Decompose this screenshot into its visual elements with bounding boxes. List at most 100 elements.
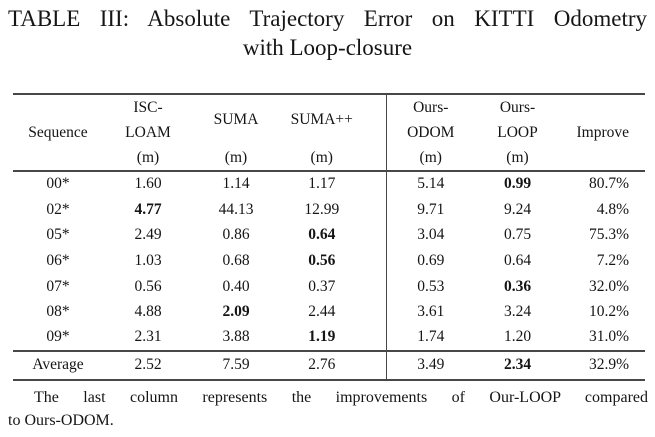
header-label — [560, 95, 629, 120]
value-cell-improve: 32.0% — [588, 277, 629, 295]
caption-line-2: with Loop-closure — [242, 35, 413, 60]
value-cell-improve: 7.2% — [596, 251, 629, 269]
sequence-cell: 02* — [46, 200, 70, 218]
value-cell-ours-loop: 3.24 — [503, 303, 532, 321]
value-cell-ours-loop: 0.99 — [503, 175, 532, 193]
value-cell-improve: 80.7% — [588, 175, 629, 193]
col-header-ours-loop: Ours- LOOP (m) — [475, 93, 560, 172]
header-label: Ours- — [413, 99, 449, 116]
value-cell-suma-pp: 1.19 — [279, 325, 387, 351]
value-cell-ours-odom: 3.61 — [417, 303, 445, 321]
value-cell-suma: 44.13 — [218, 200, 254, 218]
col-header-ours-odom: Ours- ODOM (m) — [386, 93, 475, 172]
value-cell-suma-pp: 2.76 — [279, 349, 387, 381]
value-cell-suma-pp: 12.99 — [279, 196, 387, 223]
value-cell-ours-loop: 2.34 — [475, 349, 560, 381]
value-cell-suma-pp: 1.17 — [279, 171, 387, 197]
sequence-cell: 09* — [46, 328, 70, 346]
value-cell-improve: 75.3% — [588, 226, 629, 244]
value-cell-isc-loam: 1.03 — [134, 251, 162, 269]
sequence-cell: 07* — [46, 277, 70, 295]
value-cell-isc-loam: 2.49 — [134, 226, 162, 244]
table-row-06: 06* 1.03 0.68 0.56 0.69 0.64 7.2% — [13, 248, 645, 274]
header-label: ISC- — [133, 99, 163, 116]
value-cell-suma: 0.40 — [222, 277, 250, 295]
value-cell-improve: 32.9% — [560, 349, 645, 381]
header-label: LOOP — [497, 124, 538, 141]
sequence-cell: 05* — [46, 226, 70, 244]
header-label: SUMA — [213, 111, 259, 128]
header-label: Ours- — [499, 99, 536, 116]
value-cell-ours-loop: 1.20 — [503, 328, 532, 346]
value-cell-suma: 2.09 — [222, 303, 250, 321]
value-cell-ours-odom: 5.14 — [417, 175, 445, 193]
value-cell-suma: 0.86 — [222, 226, 250, 244]
header-label — [560, 145, 629, 170]
col-header-suma: SUMA (m) — [193, 93, 279, 172]
table-row-08: 08* 4.88 2.09 2.44 3.61 3.24 10.2% — [13, 299, 645, 326]
value-cell-isc-loam: 4.88 — [134, 303, 162, 321]
col-header-isc-loam: ISC- LOAM (m) — [103, 93, 193, 172]
value-cell-isc-loam: 1.60 — [134, 175, 162, 193]
table-row-07: 07* 0.56 0.40 0.37 0.53 0.36 32.0% — [13, 273, 645, 300]
value-cell-ours-odom: 0.69 — [417, 251, 445, 269]
header-label: (m) — [136, 149, 160, 166]
value-cell-suma: 7.59 — [193, 349, 279, 381]
table-row-02: 02* 4.77 44.13 12.99 9.71 9.24 4.8% — [13, 196, 645, 223]
value-cell-improve: 10.2% — [588, 303, 629, 321]
header-label: Improve — [576, 124, 629, 141]
header-label: LOAM — [125, 124, 171, 141]
table-row-05: 05* 2.49 0.86 0.64 3.04 0.75 75.3% — [13, 222, 645, 249]
value-cell-ours-odom: 3.49 — [386, 349, 475, 381]
header-label: (m) — [419, 149, 442, 166]
header-row: Sequence ISC- LOAM (m) SUMA (m) SUMA++ (m) Ours-… — [13, 93, 645, 172]
sequence-cell: 06* — [46, 251, 70, 269]
table-row-09: 09* 2.31 3.88 1.19 1.74 1.20 31.0% — [13, 325, 645, 351]
header-label: (m) — [310, 149, 333, 166]
value-cell-suma: 1.14 — [222, 175, 250, 193]
col-header-sequence: Sequence — [13, 93, 103, 172]
value-cell-ours-loop: 0.75 — [503, 226, 532, 244]
header-label — [13, 145, 103, 170]
col-header-improve: Improve — [560, 93, 645, 172]
header-label — [13, 95, 103, 120]
results-table: Sequence ISC- LOAM (m) SUMA (m) SUMA++ (m) Ours-… — [13, 93, 645, 381]
sequence-cell: Average — [13, 349, 103, 381]
caption-line-1: TABLE III: Absolute Trajectory Error on … — [8, 6, 647, 31]
table-caption: TABLE III: Absolute Trajectory Error on … — [8, 4, 647, 62]
value-cell-suma-pp: 0.64 — [279, 222, 387, 249]
value-cell-ours-odom: 9.71 — [417, 200, 445, 218]
header-label: (m) — [506, 149, 529, 166]
value-cell-ours-loop: 0.64 — [503, 251, 532, 269]
value-cell-isc-loam: 2.31 — [134, 328, 162, 346]
header-label: ODOM — [407, 124, 455, 141]
footnote-line-1: The last column represents the improveme… — [34, 389, 648, 406]
table-header: Sequence ISC- LOAM (m) SUMA (m) SUMA++ (m) Ours-… — [13, 93, 645, 172]
value-cell-ours-loop: 9.24 — [503, 200, 532, 218]
value-cell-ours-odom: 0.53 — [417, 277, 445, 295]
value-cell-improve: 31.0% — [588, 328, 629, 346]
value-cell-isc-loam: 4.77 — [134, 200, 162, 218]
table-body: 00* 1.60 1.14 1.17 5.14 0.99 80.7% 02* 4.77 44.13… — [13, 171, 645, 381]
value-cell-suma-pp: 0.37 — [279, 273, 387, 300]
value-cell-improve: 4.8% — [596, 200, 629, 218]
col-header-suma-pp: SUMA++ (m) — [279, 93, 387, 172]
header-label: SUMA++ — [290, 111, 353, 128]
sequence-cell: 00* — [46, 175, 70, 193]
table-row-00: 00* 1.60 1.14 1.17 5.14 0.99 80.7% — [13, 171, 645, 197]
value-cell-ours-odom: 1.74 — [417, 328, 445, 346]
value-cell-isc-loam: 2.52 — [103, 349, 193, 381]
value-cell-suma: 3.88 — [222, 328, 250, 346]
value-cell-isc-loam: 0.56 — [134, 277, 162, 295]
value-cell-suma: 0.68 — [222, 251, 250, 269]
footnote-line-2: to Ours-ODOM. — [8, 412, 114, 429]
value-cell-suma-pp: 0.56 — [279, 248, 387, 274]
average-row: Average 2.52 7.59 2.76 3.49 2.34 32.9% — [13, 349, 645, 381]
table-footnote: The last column represents the improveme… — [8, 386, 648, 432]
sequence-cell: 08* — [46, 303, 70, 321]
header-label: (m) — [224, 149, 248, 166]
value-cell-suma-pp: 2.44 — [279, 299, 387, 326]
value-cell-ours-loop: 0.36 — [503, 277, 532, 295]
value-cell-ours-odom: 3.04 — [417, 226, 445, 244]
